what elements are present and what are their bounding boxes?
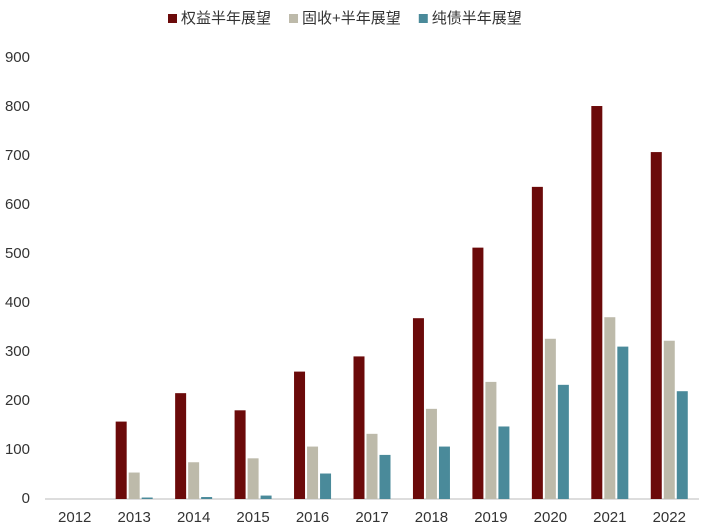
bar (650, 152, 662, 499)
y-tick-label: 900 (5, 49, 30, 66)
bar (544, 338, 556, 499)
bar (201, 497, 213, 499)
x-tick-label: 2019 (474, 509, 507, 526)
bar (320, 473, 332, 499)
bar (617, 346, 629, 499)
x-tick-label: 2012 (58, 509, 91, 526)
x-tick-label: 2021 (593, 509, 626, 526)
bar (412, 318, 424, 499)
bar (366, 433, 378, 499)
legend-label: 固收+半年展望 (302, 10, 401, 27)
x-tick-label: 2020 (534, 509, 567, 526)
bar (591, 106, 603, 500)
x-tick-label: 2015 (236, 509, 269, 526)
x-tick-label: 2013 (117, 509, 150, 526)
bar (531, 186, 543, 499)
bar (472, 247, 484, 499)
legend-swatch (168, 14, 177, 23)
bar (260, 495, 272, 499)
bar (188, 462, 200, 499)
bar (294, 371, 306, 499)
y-tick-label: 200 (5, 392, 30, 409)
bar (676, 391, 688, 499)
y-tick-label: 300 (5, 343, 30, 360)
bar (307, 446, 319, 499)
x-tick-label: 2016 (296, 509, 329, 526)
bar (115, 421, 127, 499)
bar (128, 472, 140, 499)
legend-label: 权益半年展望 (181, 10, 271, 27)
y-tick-label: 100 (5, 441, 30, 458)
bar (379, 454, 391, 499)
legend-swatch (289, 14, 299, 23)
y-tick-label: 600 (5, 196, 30, 213)
bar (234, 410, 246, 499)
y-tick-label: 500 (5, 245, 30, 262)
bar (425, 408, 437, 499)
x-tick-label: 2014 (177, 509, 210, 526)
x-tick-label: 2022 (653, 509, 686, 526)
bar (663, 340, 675, 499)
x-tick-label: 2017 (355, 509, 388, 526)
bar (438, 446, 450, 499)
bar (557, 384, 569, 499)
bar (175, 393, 187, 499)
y-tick-label: 800 (5, 98, 30, 115)
y-tick-label: 700 (5, 147, 30, 164)
y-tick-label: 400 (5, 294, 30, 311)
bar (353, 356, 365, 499)
bar (604, 317, 616, 499)
bar (498, 426, 510, 499)
y-tick-label: 0 (22, 490, 30, 507)
bar (141, 497, 153, 499)
bar (247, 458, 259, 499)
bar (485, 381, 497, 499)
legend-label: 纯债半年展望 (432, 10, 522, 27)
x-tick-label: 2018 (415, 509, 448, 526)
legend-swatch (418, 14, 428, 23)
